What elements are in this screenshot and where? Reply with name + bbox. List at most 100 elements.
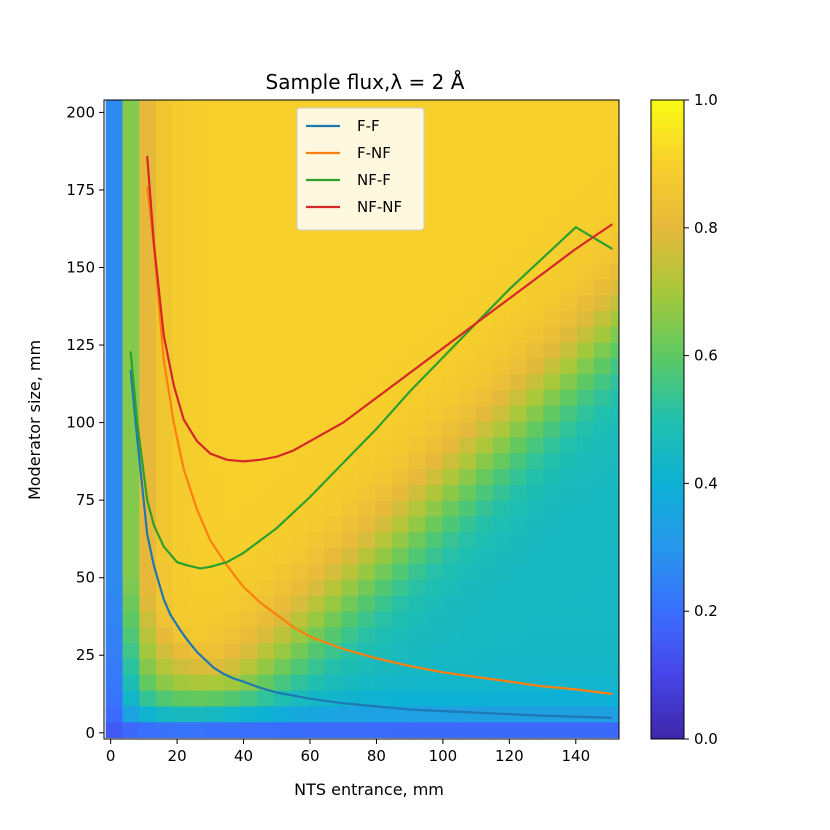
heatmap-cell — [509, 436, 528, 454]
heatmap-cell — [526, 595, 544, 612]
heatmap-cell — [105, 373, 124, 391]
heatmap-cell — [341, 389, 359, 406]
heatmap-cell — [324, 689, 342, 707]
heatmap-cell — [577, 100, 595, 106]
heatmap-cell — [593, 373, 612, 391]
heatmap-cell — [189, 100, 208, 106]
heatmap-cell — [139, 405, 157, 422]
heatmap-cell — [172, 642, 191, 659]
heatmap-cell — [257, 468, 275, 485]
legend-label: NF-F — [357, 171, 391, 189]
heatmap-cell — [324, 262, 342, 280]
heatmap-cell — [509, 610, 528, 628]
heatmap-cell — [492, 610, 511, 628]
heatmap-cell — [206, 326, 225, 343]
heatmap-cell — [206, 515, 225, 533]
heatmap-cell — [358, 231, 376, 248]
heatmap-cell — [156, 341, 174, 359]
heatmap-cell — [577, 674, 595, 691]
heatmap-cell — [610, 421, 619, 438]
heatmap-cell — [408, 563, 427, 580]
heatmap-cell — [492, 341, 511, 359]
heatmap-cell — [593, 515, 612, 533]
heatmap-cell — [442, 326, 460, 343]
heatmap-cell — [610, 674, 619, 691]
heatmap-cell — [425, 167, 443, 185]
heatmap-cell — [307, 278, 326, 296]
heatmap-cell — [122, 468, 140, 485]
heatmap-cell — [257, 373, 275, 391]
heatmap-cell — [459, 183, 477, 201]
heatmap-cell — [593, 215, 612, 232]
heatmap-cell — [560, 468, 578, 485]
heatmap-cell — [105, 136, 124, 153]
colorbar-tick-label: 0.8 — [694, 219, 718, 237]
heatmap-cell — [459, 100, 477, 106]
heatmap-cell — [391, 436, 410, 454]
heatmap-cell — [341, 278, 359, 296]
heatmap-cell — [425, 310, 443, 327]
heatmap-cell — [543, 500, 561, 517]
heatmap-cell — [156, 215, 174, 232]
heatmap-cell — [156, 405, 174, 422]
heatmap-cell — [257, 215, 275, 232]
heatmap-cell — [172, 705, 191, 723]
heatmap-cell — [240, 278, 258, 296]
heatmap-cell — [156, 183, 174, 201]
heatmap-cell — [476, 357, 494, 375]
heatmap-cell — [257, 515, 275, 533]
heatmap-cell — [459, 104, 477, 122]
heatmap-cell — [459, 674, 477, 691]
heatmap-cell — [105, 278, 124, 296]
heatmap-cell — [341, 595, 359, 612]
heatmap-cell — [560, 674, 578, 691]
heatmap-cell — [324, 721, 342, 739]
heatmap-cell — [257, 579, 275, 596]
heatmap-cell — [274, 626, 292, 644]
heatmap-cell — [408, 452, 427, 470]
heatmap-cell — [509, 389, 528, 406]
heatmap-cell — [543, 658, 561, 675]
heatmap-cell — [324, 326, 342, 343]
heatmap-cell — [476, 595, 494, 612]
heatmap-cell — [274, 294, 292, 311]
heatmap-cell — [459, 310, 477, 327]
heatmap-cell — [577, 326, 595, 343]
heatmap-cell — [122, 452, 140, 470]
heatmap-cell — [526, 231, 544, 248]
heatmap-cell — [257, 199, 275, 216]
heatmap-cell — [172, 531, 191, 549]
heatmap-cell — [459, 642, 477, 659]
heatmap-cell — [593, 294, 612, 311]
heatmap-cell — [408, 436, 427, 454]
heatmap-cell — [274, 357, 292, 375]
x-tick-label: 60 — [300, 747, 319, 765]
heatmap-cell — [105, 389, 124, 406]
heatmap-cell — [408, 310, 427, 327]
heatmap-cell — [610, 626, 619, 644]
heatmap-cell — [240, 436, 258, 454]
heatmap-cell — [577, 294, 595, 311]
y-tick-label: 75 — [76, 491, 95, 509]
chart-title: Sample flux,λ = 2 Å — [266, 70, 465, 94]
heatmap-cell — [257, 705, 275, 723]
heatmap-cell — [577, 689, 595, 707]
heatmap-cell — [526, 547, 544, 565]
heatmap-cell — [543, 341, 561, 359]
heatmap-cell — [610, 452, 619, 470]
heatmap-cell — [324, 547, 342, 565]
heatmap-cell — [509, 199, 528, 216]
heatmap-cell — [139, 721, 157, 739]
heatmap-cell — [274, 199, 292, 216]
legend-label: F-F — [357, 117, 380, 135]
heatmap-cell — [122, 247, 140, 264]
heatmap-cell — [105, 674, 124, 691]
heatmap-cell — [492, 500, 511, 517]
heatmap-cell — [105, 721, 124, 739]
heatmap-cell — [189, 310, 208, 327]
heatmap-cell — [358, 421, 376, 438]
heatmap-cell — [459, 721, 477, 739]
heatmap-cell — [122, 215, 140, 232]
heatmap-cell — [425, 547, 443, 565]
heatmap-cell — [206, 579, 225, 596]
